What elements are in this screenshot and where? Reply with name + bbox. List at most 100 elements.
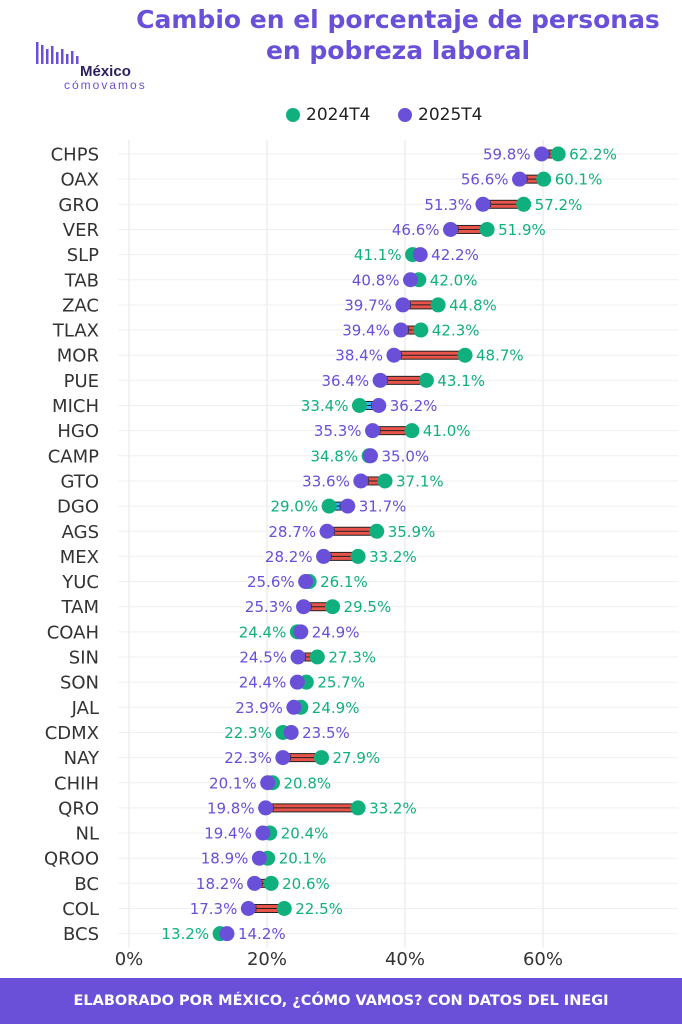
data-label-2025t4: 24.4% xyxy=(239,674,287,692)
data-label-2024t4: 37.1% xyxy=(396,472,444,490)
data-label-2024t4: 20.4% xyxy=(281,825,329,843)
category-label: SIN xyxy=(69,648,99,669)
data-label-2025t4: 59.8% xyxy=(483,146,531,164)
data-label-2025t4: 56.6% xyxy=(461,171,509,189)
data-label-2024t4: 27.9% xyxy=(333,749,381,767)
chart-legend: 2024T4 2025T4 xyxy=(0,103,682,127)
category-label: SLP xyxy=(67,245,99,266)
x-tick-label: 0% xyxy=(115,949,144,970)
data-label-2025t4: 39.4% xyxy=(342,322,390,340)
legend-marker-2024t4 xyxy=(286,108,300,122)
category-label: BCS xyxy=(63,924,99,945)
category-label: BC xyxy=(74,874,99,895)
data-label-2024t4: 22.3% xyxy=(224,724,272,742)
data-label-2024t4: 33.4% xyxy=(301,397,349,415)
point-2024t4 xyxy=(309,649,325,665)
point-2025t4 xyxy=(386,347,402,363)
point-2024t4 xyxy=(550,146,566,162)
category-label: HGO xyxy=(57,421,99,442)
point-2025t4 xyxy=(393,322,409,338)
chart-title: Cambio en el porcentaje de personas en p… xyxy=(120,4,676,66)
x-tick-label: 40% xyxy=(385,949,425,970)
data-label-2025t4: 25.3% xyxy=(245,598,293,616)
legend-item-2024t4: 2024T4 xyxy=(286,103,370,127)
point-2024t4 xyxy=(536,171,552,187)
category-label: QRO xyxy=(58,798,99,819)
category-label: NAY xyxy=(64,748,100,769)
category-label: CHIH xyxy=(54,773,99,794)
point-2025t4 xyxy=(275,750,291,766)
point-2024t4 xyxy=(314,750,330,766)
point-2025t4 xyxy=(534,146,550,162)
category-label: COL xyxy=(62,899,99,920)
data-label-2025t4: 19.4% xyxy=(204,825,252,843)
point-2024t4 xyxy=(350,800,366,816)
category-label: MICH xyxy=(52,396,99,417)
point-2024t4 xyxy=(321,498,337,514)
point-2025t4 xyxy=(247,875,263,891)
point-2025t4 xyxy=(372,372,388,388)
data-label-2025t4: 23.5% xyxy=(302,724,350,742)
point-2025t4 xyxy=(319,523,335,539)
category-label: TAM xyxy=(61,597,99,618)
data-label-2025t4: 24.5% xyxy=(239,649,287,667)
point-2024t4 xyxy=(276,901,292,916)
data-label-2025t4: 33.6% xyxy=(302,472,350,490)
point-2024t4 xyxy=(516,196,532,212)
legend-marker-2025t4 xyxy=(398,108,412,122)
data-label-2024t4: 57.2% xyxy=(535,196,583,214)
title-line-1: Cambio en el porcentaje de personas xyxy=(136,5,660,34)
point-2024t4 xyxy=(369,523,385,539)
data-label-2025t4: 36.4% xyxy=(322,372,370,390)
point-2025t4 xyxy=(365,423,381,439)
data-label-2024t4: 25.7% xyxy=(317,674,365,692)
data-label-2025t4: 51.3% xyxy=(424,196,472,214)
data-label-2024t4: 44.8% xyxy=(449,296,497,314)
data-label-2024t4: 13.2% xyxy=(161,925,209,943)
point-2024t4 xyxy=(457,347,473,363)
data-label-2025t4: 19.8% xyxy=(207,799,255,817)
category-label: DGO xyxy=(57,497,99,518)
category-label: SON xyxy=(60,673,99,694)
data-label-2025t4: 31.7% xyxy=(359,498,407,516)
data-label-2025t4: 24.9% xyxy=(312,623,360,641)
point-2024t4 xyxy=(377,473,393,489)
point-2025t4 xyxy=(260,775,276,791)
point-2024t4 xyxy=(325,599,341,615)
legend-label-2025t4: 2025T4 xyxy=(418,105,483,125)
data-label-2024t4: 24.9% xyxy=(312,699,360,717)
category-label: QROO xyxy=(44,849,99,870)
point-2025t4 xyxy=(298,574,314,590)
data-label-2024t4: 22.5% xyxy=(295,900,343,918)
data-label-2025t4: 42.2% xyxy=(431,246,479,264)
point-2025t4 xyxy=(240,901,256,916)
point-2025t4 xyxy=(283,724,299,740)
data-label-2024t4: 48.7% xyxy=(476,347,524,365)
point-2025t4 xyxy=(296,599,312,615)
data-label-2025t4: 36.2% xyxy=(390,397,438,415)
data-label-2024t4: 29.5% xyxy=(344,598,392,616)
category-label: CAMP xyxy=(48,446,99,467)
dumbbell-chart: 0% 20% 40% 60% CHPS 62.2% 59.8% OAX 60.1% 56.6% GR… xyxy=(44,140,678,970)
category-label: COAH xyxy=(47,622,99,643)
point-2025t4 xyxy=(395,297,411,313)
data-label-2025t4: 22.3% xyxy=(224,749,272,767)
data-label-2025t4: 28.2% xyxy=(265,548,313,566)
category-label: PUE xyxy=(64,371,99,392)
x-tick-label: 20% xyxy=(247,949,287,970)
data-label-2024t4: 34.8% xyxy=(310,447,358,465)
legend-label-2024t4: 2024T4 xyxy=(306,105,371,125)
point-2025t4 xyxy=(251,850,267,866)
category-label: GTO xyxy=(61,471,99,492)
data-label-2025t4: 46.6% xyxy=(392,221,440,239)
data-label-2025t4: 39.7% xyxy=(344,296,392,314)
data-label-2024t4: 20.1% xyxy=(279,850,327,868)
data-label-2025t4: 35.3% xyxy=(314,422,362,440)
data-label-2024t4: 27.3% xyxy=(328,649,376,667)
point-2025t4 xyxy=(289,674,305,690)
data-label-2024t4: 60.1% xyxy=(555,171,603,189)
point-2025t4 xyxy=(475,196,491,212)
point-2024t4 xyxy=(404,423,420,439)
data-label-2024t4: 62.2% xyxy=(569,146,617,164)
x-tick-label: 60% xyxy=(523,949,563,970)
